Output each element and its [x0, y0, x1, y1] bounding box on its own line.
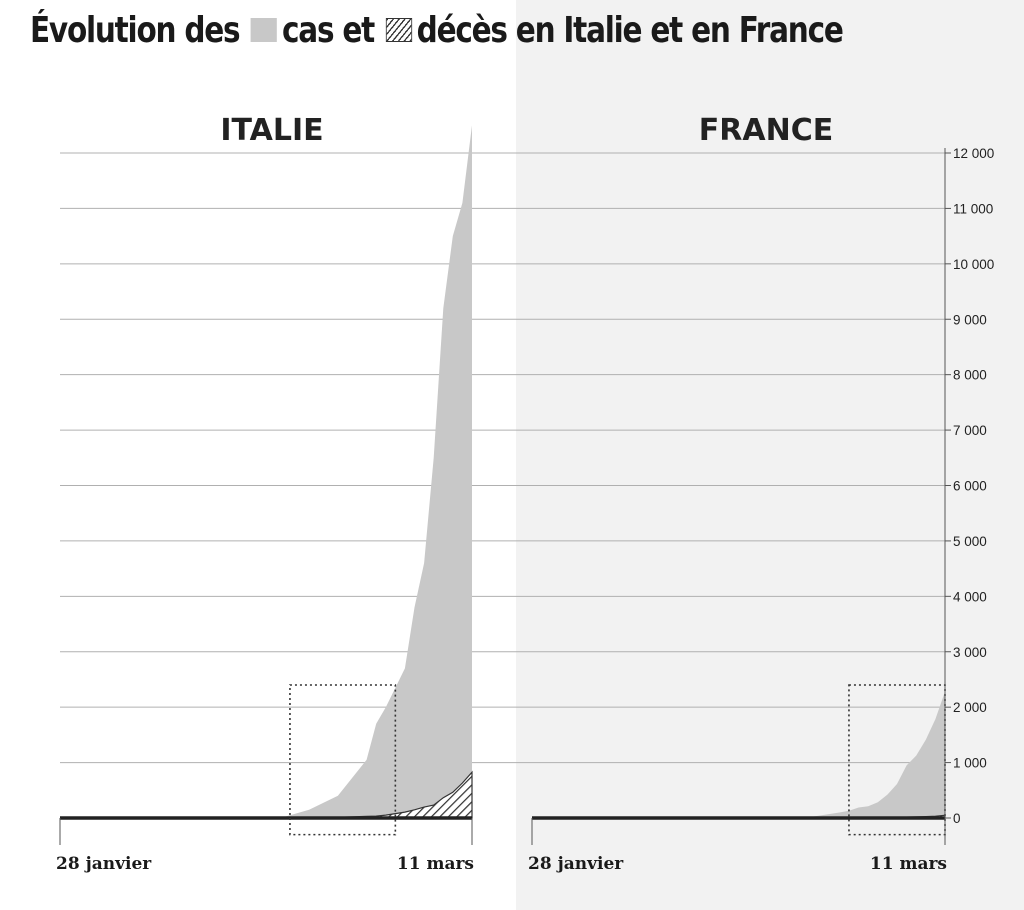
- title-part-2: cas et: [282, 9, 375, 51]
- y-tick-label: 10 000: [953, 257, 994, 272]
- x-tick-label-start: 28 janvier: [528, 854, 624, 874]
- labels-layer: ITALIE 28 janvier 11 mars FRANCE 28 janvier 1…: [56, 113, 994, 874]
- x-tick-label-end: 11 mars: [870, 854, 947, 874]
- zoom-box: [289, 684, 397, 836]
- chart-title: Évolution des cas et décès en Italie et …: [30, 2, 844, 58]
- france-cas-area: [532, 691, 945, 818]
- y-tick-label: 3 000: [953, 645, 987, 660]
- y-tick-label: 11 000: [953, 201, 993, 216]
- grid-layer: [60, 152, 945, 764]
- axes-layer: [59, 148, 951, 845]
- italie-cas-area: [60, 125, 472, 819]
- title-part-1: Évolution des: [30, 9, 241, 51]
- y-tick-label: 0: [953, 811, 961, 826]
- y-tick-label: 9 000: [953, 312, 987, 327]
- cas-legend-swatch: [250, 18, 278, 42]
- x-tick-label-start: 28 janvier: [56, 854, 152, 874]
- title-part-3: décès en Italie et en France: [416, 9, 844, 51]
- y-tick-label: 12 000: [953, 146, 994, 161]
- y-tick-label: 1 000: [953, 756, 987, 771]
- y-tick-label: 7 000: [953, 423, 987, 438]
- y-tick-label: 4 000: [953, 589, 987, 604]
- y-tick-label: 6 000: [953, 479, 987, 494]
- panel-title: ITALIE: [220, 113, 323, 148]
- y-tick-label: 2 000: [953, 700, 987, 715]
- panel-title: FRANCE: [699, 113, 833, 148]
- y-tick-label: 8 000: [953, 368, 987, 383]
- y-tick-label: 5 000: [953, 534, 987, 549]
- areas-layer: [60, 125, 946, 819]
- deces-legend-swatch: [385, 18, 412, 42]
- x-tick-label-end: 11 mars: [397, 854, 474, 874]
